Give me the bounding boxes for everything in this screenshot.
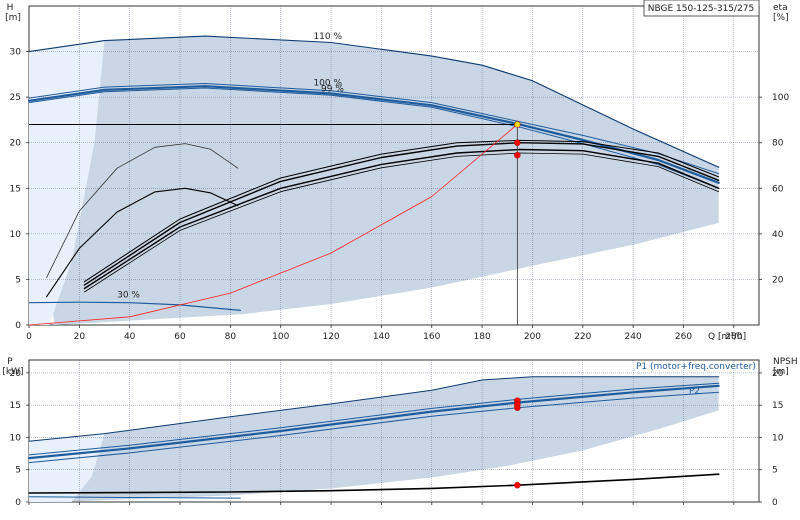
y2-tick-label: 80 bbox=[772, 139, 784, 149]
y-tick-label: 30 bbox=[10, 48, 22, 58]
y-tick-label: 20 bbox=[10, 369, 22, 379]
x-tick-label: 200 bbox=[524, 332, 541, 342]
series-line-100- bbox=[27, 85, 720, 184]
y-axis-label: P bbox=[7, 357, 13, 367]
series-line-curve-9 bbox=[83, 139, 720, 283]
y-tick-label: 10 bbox=[10, 433, 22, 443]
x-tick-label: 80 bbox=[225, 332, 237, 342]
duty-point-marker bbox=[514, 481, 521, 489]
series-label-p2: P2 bbox=[689, 387, 700, 397]
y2-tick-label: 100 bbox=[772, 93, 789, 103]
y-tick-label: 15 bbox=[10, 401, 21, 411]
series-line-curve-11 bbox=[28, 124, 518, 326]
x-tick-label: 0 bbox=[26, 332, 32, 342]
series-line-curve-5 bbox=[46, 143, 239, 278]
x-tick-label: 240 bbox=[625, 332, 642, 342]
series-line-30- bbox=[28, 301, 241, 311]
y2-axis-label: NPSH bbox=[773, 357, 798, 367]
y-tick-label: 0 bbox=[15, 321, 21, 331]
title-box-frame bbox=[643, 0, 760, 17]
y-tick-label: 25 bbox=[10, 93, 21, 103]
y2-tick-label: 40 bbox=[772, 230, 784, 240]
y2-tick-label: 5 bbox=[772, 466, 778, 476]
y-axis-unit: [kW] bbox=[2, 367, 23, 377]
y-axis-unit: [m] bbox=[5, 13, 21, 23]
series-line-curve-3 bbox=[28, 376, 720, 442]
y2-tick-label: 15 bbox=[772, 401, 783, 411]
series-line-curve-7 bbox=[83, 148, 720, 290]
y-axis-label: H bbox=[7, 3, 14, 13]
curve-annotation: 99 % bbox=[321, 85, 344, 95]
curve-annotation: 110 % bbox=[313, 32, 342, 42]
low-flow-region bbox=[29, 40, 105, 326]
curve-annotation: 30 % bbox=[117, 291, 140, 301]
y2-tick-label: 60 bbox=[772, 184, 784, 194]
series-line-p1-motor-freq-converter- bbox=[27, 384, 720, 460]
y-tick-label: 15 bbox=[10, 184, 21, 194]
y2-tick-label: 20 bbox=[772, 369, 784, 379]
chart-title: NBGE 150-125-315/275 bbox=[648, 4, 755, 14]
operating-range-area bbox=[29, 376, 719, 502]
duty-point-marker bbox=[514, 151, 521, 159]
y2-axis-label: eta bbox=[773, 3, 788, 13]
panel-power-npsh: 0 5 10 15 20 0 5 10 15 20 P[kW] NPSH[m] P1 (motor+fr… bbox=[2, 357, 797, 508]
x-tick-label: 180 bbox=[474, 332, 491, 342]
series-line-curve-2 bbox=[28, 83, 720, 175]
series-line-curve-10 bbox=[84, 152, 720, 293]
series-line-curve-5 bbox=[28, 496, 241, 499]
y2-tick-label: 20 bbox=[772, 275, 784, 285]
y-tick-label: 0 bbox=[15, 498, 21, 508]
series-label-p1: P1 (motor+freq.converter) bbox=[636, 362, 756, 372]
y2-tick-label: 10 bbox=[772, 433, 784, 443]
x-tick-label: 100 bbox=[272, 332, 289, 342]
series-line-110- bbox=[28, 35, 720, 168]
y2-axis-unit: [m] bbox=[773, 367, 789, 377]
y-tick-label: 5 bbox=[15, 275, 21, 285]
series-line-curve-8 bbox=[83, 142, 720, 286]
panel-head-efficiency: 0 5 10 15 20 25 30 20 40 60 80 100 0 20 40 60 80 100 120 14… bbox=[5, 0, 789, 342]
series-line-curve-3 bbox=[28, 87, 720, 189]
chart-title-box: NBGE 150-125-315/275 bbox=[643, 0, 760, 17]
x-tick-label: 140 bbox=[373, 332, 390, 342]
operating-range-area bbox=[29, 36, 719, 325]
duty-point-marker bbox=[514, 404, 521, 412]
duty-point-marker bbox=[514, 121, 521, 128]
series-line-p2 bbox=[28, 391, 720, 464]
x-tick-label: 60 bbox=[174, 332, 186, 342]
x-tick-label: 280 bbox=[725, 332, 742, 342]
low-flow-region bbox=[29, 433, 105, 502]
x-tick-label: 120 bbox=[322, 332, 339, 342]
y-tick-label: 10 bbox=[10, 230, 22, 240]
x-tick-label: 260 bbox=[675, 332, 692, 342]
x-axis-label: Q [m³/h] bbox=[708, 332, 746, 342]
y2-tick-label: 0 bbox=[772, 498, 778, 508]
x-tick-label: 40 bbox=[124, 332, 136, 342]
series-line-curve-4 bbox=[28, 473, 720, 494]
x-tick-label: 20 bbox=[74, 332, 86, 342]
y-tick-label: 20 bbox=[10, 139, 22, 149]
y-tick-label: 5 bbox=[15, 466, 21, 476]
x-tick-label: 220 bbox=[574, 332, 591, 342]
series-line-curve-6 bbox=[46, 187, 239, 298]
series-line-curve-1 bbox=[28, 382, 720, 456]
curve-annotation: 100 % bbox=[313, 78, 342, 88]
y2-axis-unit: [%] bbox=[773, 13, 789, 23]
duty-point-marker bbox=[514, 139, 521, 146]
x-tick-label: 160 bbox=[423, 332, 440, 342]
